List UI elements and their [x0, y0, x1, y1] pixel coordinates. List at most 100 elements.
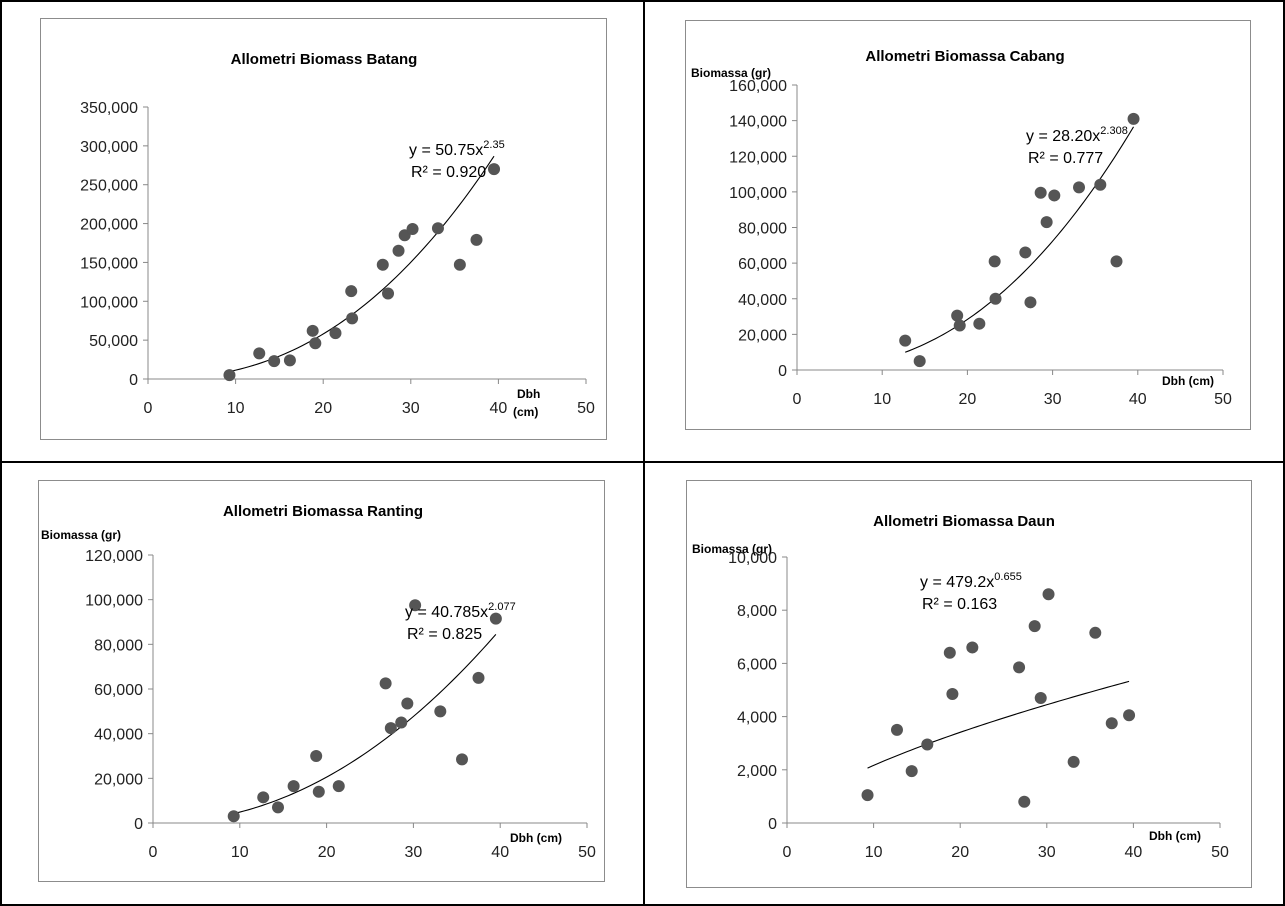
data-point — [379, 677, 392, 690]
chart-ranting: Allometri Biomassa Ranting Biomassa (gr) 0… — [38, 480, 605, 882]
y-tick-label: 0 — [778, 363, 787, 380]
table-border-right — [1283, 0, 1285, 906]
r-squared-label: R² = 0.920 — [411, 164, 486, 181]
x-tick-label: 20 — [951, 844, 969, 861]
x-axis-label: Dbh (cm) — [510, 831, 562, 845]
table-border-left — [0, 0, 2, 906]
r-squared-label: R² = 0.777 — [1028, 150, 1103, 167]
y-tick-label: 160,000 — [729, 78, 787, 95]
chart-batang-svg: Allometri Biomass Batang 0 50,000 100,000 15… — [80, 51, 595, 419]
data-point — [283, 354, 296, 367]
chart-title: Allometri Biomass Batang — [231, 51, 418, 68]
chart-batang: Allometri Biomass Batang 0 50,000 100,000 15… — [40, 18, 607, 440]
x-axis-label: (cm) — [513, 405, 538, 419]
table-divider-horizontal — [0, 461, 1285, 463]
y-tick-label: 6,000 — [737, 656, 777, 673]
data-point — [1110, 255, 1123, 268]
x-tick-label: 50 — [1211, 844, 1229, 861]
y-tick-label: 40,000 — [738, 292, 787, 309]
data-point — [899, 334, 912, 347]
x-tick-label: 20 — [318, 844, 336, 861]
data-point — [1013, 661, 1026, 674]
x-tick-label: 20 — [314, 400, 332, 417]
y-tick-label: 0 — [129, 372, 138, 389]
y-tick-label: 10,000 — [728, 550, 777, 567]
x-tick-label: 30 — [405, 844, 423, 861]
y-tick-label: 20,000 — [738, 327, 787, 344]
x-tick-label: 30 — [1038, 844, 1056, 861]
y-tick-label: 140,000 — [729, 114, 787, 131]
data-point — [406, 223, 419, 236]
data-point — [488, 163, 501, 176]
data-point — [253, 347, 266, 360]
trend-equation-base: y = 40.785x — [405, 604, 488, 621]
y-tick-label: 40,000 — [94, 727, 143, 744]
trend-equation-exponent: 2.308 — [1100, 125, 1128, 137]
y-tick-label: 60,000 — [94, 682, 143, 699]
chart-title: Allometri Biomassa Cabang — [865, 48, 1064, 65]
y-tick-label: 100,000 — [80, 294, 138, 311]
x-tick-label: 10 — [873, 391, 891, 408]
data-point — [470, 233, 483, 246]
trend-equation-exponent: 2.077 — [488, 601, 516, 613]
data-point — [1028, 620, 1041, 633]
y-tick-label: 100,000 — [85, 593, 143, 610]
data-point — [1123, 709, 1136, 722]
x-tick-label: 10 — [231, 844, 249, 861]
data-point — [409, 599, 422, 612]
x-tick-label: 40 — [1125, 844, 1143, 861]
chart-title: Allometri Biomassa Ranting — [223, 503, 423, 520]
y-tick-label: 200,000 — [80, 217, 138, 234]
trend-equation-base: y = 50.75x — [409, 142, 483, 159]
data-point — [306, 324, 319, 337]
x-tick-label: 50 — [1214, 391, 1232, 408]
x-tick-label: 10 — [227, 400, 245, 417]
data-point — [989, 292, 1002, 305]
y-tick-label: 0 — [768, 816, 777, 833]
data-point — [1034, 186, 1047, 199]
data-point — [1127, 112, 1140, 125]
y-tick-label: 100,000 — [729, 185, 787, 202]
y-tick-label: 20,000 — [94, 771, 143, 788]
table-border-bottom — [0, 904, 1285, 906]
trend-equation: y = 28.20x2.308 — [1026, 125, 1128, 145]
data-point — [921, 738, 934, 751]
data-point — [268, 355, 281, 368]
data-point — [1034, 691, 1047, 704]
data-point — [434, 705, 447, 718]
data-point — [312, 785, 325, 798]
trend-equation-base: y = 479.2x — [920, 574, 994, 591]
x-tick-label: 50 — [578, 844, 596, 861]
chart-ranting-svg: Allometri Biomassa Ranting Biomassa (gr) 0… — [41, 503, 596, 861]
data-point — [988, 255, 1001, 268]
data-point — [1048, 189, 1061, 202]
data-point — [345, 285, 358, 298]
data-point — [431, 222, 444, 235]
x-tick-label: 40 — [490, 400, 508, 417]
power-trendline — [867, 680, 1130, 769]
trend-equation-base: y = 28.20x — [1026, 128, 1100, 145]
trend-equation: y = 40.785x2.077 — [405, 601, 516, 621]
data-point — [1073, 181, 1086, 194]
y-axis-label: Biomassa (gr) — [41, 528, 121, 542]
y-tick-label: 50,000 — [89, 333, 138, 350]
data-point — [227, 810, 240, 823]
data-point — [953, 319, 966, 332]
data-point — [287, 780, 300, 793]
y-tick-label: 80,000 — [94, 637, 143, 654]
x-tick-label: 30 — [1044, 391, 1062, 408]
data-point — [310, 750, 323, 762]
data-point — [890, 723, 903, 736]
data-point — [1019, 246, 1032, 259]
trend-equation: y = 50.75x2.35 — [409, 139, 505, 159]
y-tick-label: 0 — [134, 816, 143, 833]
y-tick-label: 120,000 — [729, 149, 787, 166]
data-point — [1018, 795, 1031, 808]
x-axis-label: Dbh (cm) — [1149, 829, 1201, 843]
x-tick-label: 40 — [1129, 391, 1147, 408]
trend-equation-exponent: 2.35 — [483, 139, 504, 151]
x-tick-label: 20 — [959, 391, 977, 408]
data-point — [329, 327, 342, 340]
x-tick-label: 50 — [577, 400, 595, 417]
x-tick-label: 0 — [149, 844, 158, 861]
